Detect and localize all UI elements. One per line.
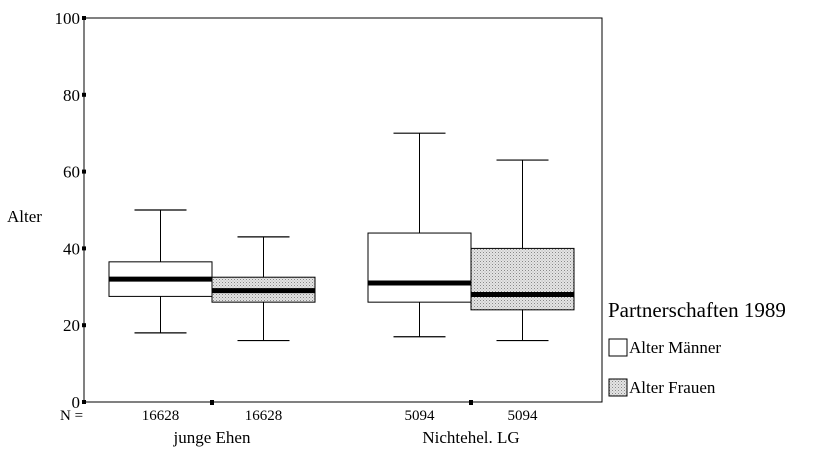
legend-swatch [608, 338, 628, 357]
legend-label: Alter Frauen [629, 378, 716, 397]
group-label: Nichtehel. LG [422, 428, 519, 447]
box-frauen-junge-ehen [211, 236, 316, 342]
legend-title: Partnerschaften 1989 [608, 298, 786, 322]
x-tick [210, 400, 214, 405]
x-axis-labels: 16628 5094 16628 5094 junge Ehen Nichtehel. L… [142, 400, 538, 447]
box-frauen-nichtehel-lg [470, 159, 575, 342]
box-maenner-junge-ehen [108, 209, 213, 334]
y-tick-label: 60 [63, 163, 80, 182]
y-tick [82, 400, 86, 404]
x-tick [469, 400, 473, 405]
y-tick [82, 246, 86, 251]
n-value: 5094 [508, 408, 539, 424]
y-tick-label: 20 [63, 316, 80, 335]
y-tick-label: 40 [63, 239, 80, 258]
y-tick-label: 0 [72, 393, 81, 412]
legend: Partnerschaften 1989 Alter Männer Alter F… [608, 298, 786, 397]
y-tick-label: 100 [55, 9, 81, 28]
n-value: 16628 [245, 408, 283, 424]
y-tick [82, 323, 86, 328]
y-tick [82, 16, 86, 20]
y-axis-label: Alter [7, 207, 42, 226]
n-label: N = [60, 408, 83, 424]
y-tick [82, 169, 86, 174]
plot-area [83, 17, 603, 403]
y-tick [82, 92, 86, 97]
box-maenner-nichtehel-lg [367, 132, 472, 338]
legend-label: Alter Männer [629, 338, 721, 357]
y-tick-label: 80 [63, 86, 80, 105]
boxes-layer [108, 132, 575, 342]
iqr-box [367, 232, 472, 303]
group-label: junge Ehen [173, 428, 251, 447]
n-value: 16628 [142, 408, 180, 424]
iqr-box [470, 247, 575, 311]
y-axis: 0 20 40 60 80 100 [55, 9, 86, 412]
n-value: 5094 [405, 408, 436, 424]
legend-swatch [608, 378, 628, 397]
